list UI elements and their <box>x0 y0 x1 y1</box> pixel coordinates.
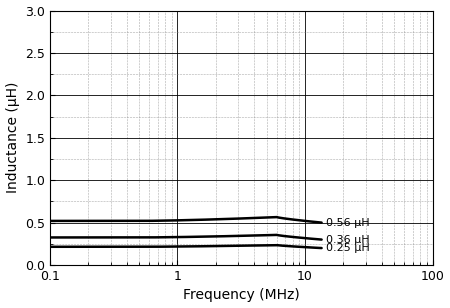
Text: 0.56 μH: 0.56 μH <box>325 218 369 228</box>
Text: 0.25 μH: 0.25 μH <box>325 243 369 253</box>
Y-axis label: Inductance (μH): Inductance (μH) <box>5 82 19 193</box>
Text: 0.36 μH: 0.36 μH <box>325 235 369 245</box>
X-axis label: Frequency (MHz): Frequency (MHz) <box>183 289 300 302</box>
